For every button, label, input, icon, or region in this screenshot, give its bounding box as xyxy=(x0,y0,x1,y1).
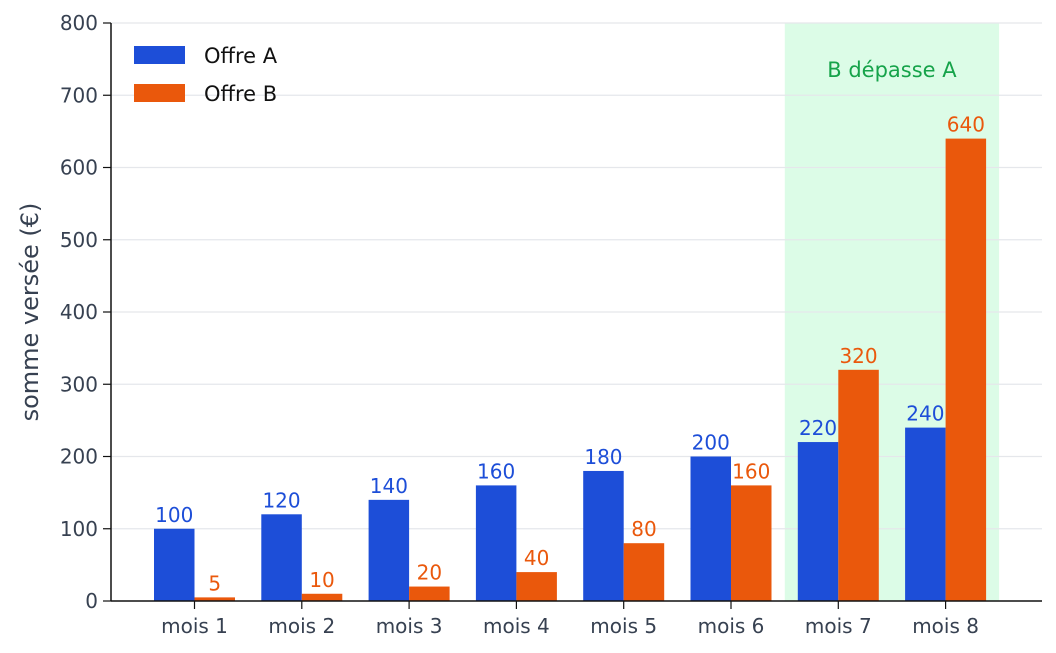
y-tick-label: 500 xyxy=(60,228,98,252)
bar-a xyxy=(475,485,517,601)
legend-entry[interactable]: Offre B xyxy=(204,82,277,106)
y-tick-label: 100 xyxy=(60,517,98,541)
x-tick-label: mois 2 xyxy=(268,614,335,638)
legend[interactable]: Offre A Offre B xyxy=(134,44,278,106)
y-tick-label: 400 xyxy=(60,300,98,324)
legend-entry[interactable]: Offre A xyxy=(204,44,278,68)
x-tick-label: mois 3 xyxy=(376,614,443,638)
bar-b xyxy=(731,485,772,601)
y-tick-label: 800 xyxy=(60,11,98,35)
x-tick-label: mois 1 xyxy=(161,614,228,638)
data-label: 10 xyxy=(309,568,334,592)
bar-labels: 100 120 140 160 180 200 220 240 5 10 20 40 80 160 320 6… xyxy=(155,113,985,596)
axes: 0 100 200 300 400 500 600 700 800 mois 1 mois 2 moi… xyxy=(60,11,1042,638)
bar-b xyxy=(194,597,235,601)
data-label: 100 xyxy=(155,503,193,527)
y-tick-label: 0 xyxy=(85,589,98,613)
legend-swatch xyxy=(134,46,185,64)
y-tick-label: 300 xyxy=(60,372,98,396)
x-tick-label: mois 6 xyxy=(698,614,765,638)
bar-a xyxy=(797,442,839,601)
data-label: 140 xyxy=(370,474,408,498)
y-tick-label: 700 xyxy=(60,83,98,107)
bar-a xyxy=(905,427,946,601)
highlight-label: B dépasse A xyxy=(827,58,957,82)
data-label: 20 xyxy=(417,561,442,585)
bar-a xyxy=(154,528,195,601)
data-label: 200 xyxy=(692,431,730,455)
bar-b xyxy=(516,572,557,601)
bars xyxy=(154,138,987,601)
data-label: 40 xyxy=(524,546,549,570)
x-tick-label: mois 8 xyxy=(912,614,979,638)
bar-a xyxy=(690,456,731,601)
bar-a xyxy=(261,514,302,601)
x-tick-label: mois 4 xyxy=(483,614,550,638)
bar-a xyxy=(583,470,624,601)
data-label: 320 xyxy=(839,344,877,368)
bar-b xyxy=(301,593,343,601)
x-tick-label: mois 7 xyxy=(805,614,872,638)
data-label: 640 xyxy=(947,113,985,137)
data-label: 160 xyxy=(477,459,515,483)
data-label: 80 xyxy=(631,517,656,541)
data-label: 220 xyxy=(799,416,837,440)
y-tick-label: 600 xyxy=(60,156,98,180)
data-label: 5 xyxy=(208,571,221,595)
bar-a xyxy=(368,499,410,601)
y-axis-title: somme versée (€) xyxy=(16,203,44,422)
data-label: 180 xyxy=(584,445,622,469)
bar-b xyxy=(623,543,665,601)
y-tick-label: 200 xyxy=(60,445,98,469)
data-label: 160 xyxy=(732,459,770,483)
bar-b xyxy=(838,369,879,601)
bar-b xyxy=(409,586,450,601)
data-label: 240 xyxy=(906,402,944,426)
legend-swatch xyxy=(134,84,185,102)
data-label: 120 xyxy=(262,488,300,512)
bar-b xyxy=(945,138,987,601)
x-tick-label: mois 5 xyxy=(590,614,657,638)
